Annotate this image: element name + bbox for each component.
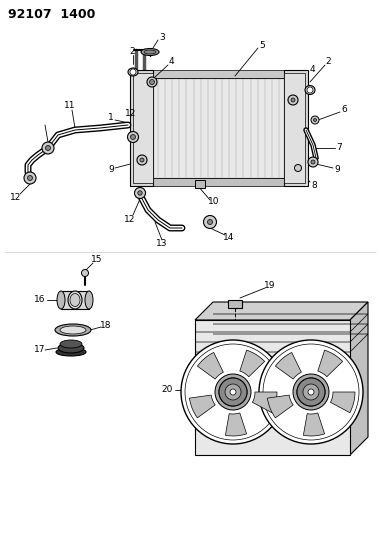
Text: 2: 2 xyxy=(325,58,331,67)
Bar xyxy=(61,291,89,309)
Circle shape xyxy=(219,378,247,406)
Bar xyxy=(130,70,153,186)
Circle shape xyxy=(131,134,136,140)
Circle shape xyxy=(291,98,295,102)
Circle shape xyxy=(82,270,88,277)
Text: 12: 12 xyxy=(124,214,136,223)
Circle shape xyxy=(259,340,363,444)
Text: 7: 7 xyxy=(336,143,342,152)
Polygon shape xyxy=(195,302,368,320)
Circle shape xyxy=(297,378,325,406)
Text: 17: 17 xyxy=(34,345,46,354)
Circle shape xyxy=(288,95,298,105)
Bar xyxy=(195,320,350,455)
Circle shape xyxy=(138,191,142,195)
Circle shape xyxy=(203,215,216,229)
Ellipse shape xyxy=(85,291,93,309)
Circle shape xyxy=(225,384,241,400)
Ellipse shape xyxy=(60,326,86,334)
Text: 92107  1400: 92107 1400 xyxy=(8,7,95,20)
Circle shape xyxy=(45,146,51,150)
Text: 11: 11 xyxy=(64,101,76,110)
Text: 4: 4 xyxy=(168,58,174,67)
Text: 12: 12 xyxy=(125,109,137,118)
Circle shape xyxy=(311,116,319,124)
Circle shape xyxy=(230,389,236,395)
Circle shape xyxy=(27,175,32,181)
Ellipse shape xyxy=(57,291,65,309)
Bar xyxy=(284,70,308,186)
Ellipse shape xyxy=(128,68,138,76)
Bar xyxy=(152,78,285,178)
Ellipse shape xyxy=(141,49,159,55)
Circle shape xyxy=(24,172,36,184)
Text: 15: 15 xyxy=(91,255,103,264)
Wedge shape xyxy=(275,352,301,379)
Wedge shape xyxy=(225,413,247,436)
Wedge shape xyxy=(253,392,277,413)
Bar xyxy=(228,300,242,308)
Text: 18: 18 xyxy=(100,320,112,329)
Circle shape xyxy=(307,87,313,93)
Text: 4: 4 xyxy=(309,66,315,75)
Circle shape xyxy=(215,374,251,410)
Wedge shape xyxy=(318,350,343,377)
Ellipse shape xyxy=(58,343,84,353)
Text: 16: 16 xyxy=(34,295,46,304)
Text: 20: 20 xyxy=(161,385,173,394)
Text: 10: 10 xyxy=(208,198,220,206)
Ellipse shape xyxy=(56,348,86,356)
Circle shape xyxy=(314,118,317,122)
Text: 1: 1 xyxy=(108,114,114,123)
Circle shape xyxy=(128,132,139,142)
Bar xyxy=(195,180,205,188)
Wedge shape xyxy=(330,392,355,413)
Ellipse shape xyxy=(144,50,156,54)
Circle shape xyxy=(134,188,146,198)
Bar xyxy=(133,73,153,183)
Text: 9: 9 xyxy=(108,166,114,174)
Circle shape xyxy=(130,69,136,75)
Circle shape xyxy=(308,389,314,395)
Polygon shape xyxy=(130,178,285,186)
Text: 5: 5 xyxy=(259,41,265,50)
Circle shape xyxy=(311,160,315,164)
Ellipse shape xyxy=(70,294,80,306)
Circle shape xyxy=(308,157,318,167)
Circle shape xyxy=(181,340,285,444)
Text: 3: 3 xyxy=(159,33,165,42)
Text: 19: 19 xyxy=(264,281,276,290)
Circle shape xyxy=(297,378,325,406)
Ellipse shape xyxy=(305,85,315,94)
Wedge shape xyxy=(303,413,325,436)
Text: 2: 2 xyxy=(129,47,135,56)
Text: 14: 14 xyxy=(223,233,235,243)
Text: 12: 12 xyxy=(10,192,22,201)
Ellipse shape xyxy=(60,340,82,348)
Polygon shape xyxy=(350,302,368,455)
Circle shape xyxy=(137,155,147,165)
Wedge shape xyxy=(240,350,265,377)
Circle shape xyxy=(295,165,301,172)
Text: 8: 8 xyxy=(311,181,317,190)
Circle shape xyxy=(147,77,157,87)
Wedge shape xyxy=(189,395,215,418)
Circle shape xyxy=(293,374,329,410)
Wedge shape xyxy=(267,395,293,418)
Circle shape xyxy=(208,220,213,224)
Text: 6: 6 xyxy=(341,106,347,115)
Circle shape xyxy=(140,158,144,162)
Circle shape xyxy=(42,142,54,154)
Text: 13: 13 xyxy=(156,239,168,248)
Bar xyxy=(284,73,305,183)
Circle shape xyxy=(219,378,247,406)
Polygon shape xyxy=(130,70,285,78)
Ellipse shape xyxy=(55,324,91,336)
Wedge shape xyxy=(197,352,223,379)
Circle shape xyxy=(149,79,155,85)
Text: 9: 9 xyxy=(334,166,340,174)
Ellipse shape xyxy=(68,291,82,309)
Circle shape xyxy=(303,384,319,400)
